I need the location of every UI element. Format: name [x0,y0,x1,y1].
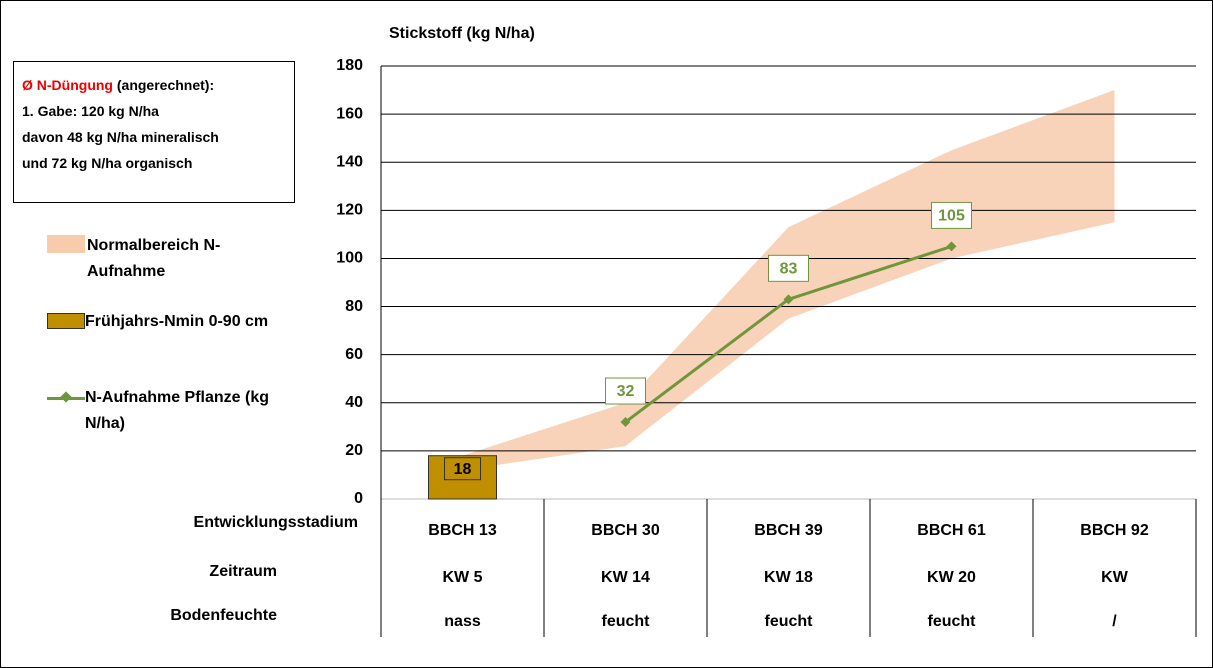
row-cell: feucht [602,613,651,630]
row-cell: feucht [765,613,814,630]
x-tick-label: BBCH 13 [428,522,497,539]
y-tick-label: 0 [354,490,363,507]
row-cell: KW 5 [443,569,483,586]
row-label: Entwicklungsstadium [194,514,358,531]
x-tick-label: BBCH 92 [1080,522,1149,539]
y-tick-label: 40 [345,394,363,411]
value-label: 105 [938,208,965,225]
value-label: 32 [617,383,635,400]
row-cell: / [1112,613,1117,630]
row-label: Bodenfeuchte [170,607,277,624]
row-cell: KW 20 [927,569,976,586]
y-tick-label: 120 [336,202,363,219]
y-tick-label: 160 [336,105,363,122]
chart-title: Stickstoff (kg N/ha) [389,25,535,42]
value-label: 83 [780,261,798,278]
row-cell: KW [1101,569,1129,586]
row-label: Zeitraum [209,563,277,580]
bar-label: 18 [454,461,472,478]
y-tick-label: 180 [336,57,363,74]
row-cell: nass [444,613,481,630]
x-tick-label: BBCH 30 [591,522,660,539]
chart: Ø N-Düngung (angerechnet): 1. Gabe: 120 … [0,0,1213,668]
y-tick-label: 80 [345,298,363,315]
y-tick-label: 100 [336,250,363,267]
x-tick-label: BBCH 61 [917,522,986,539]
y-tick-label: 20 [345,442,363,459]
row-cell: KW 18 [764,569,813,586]
x-tick-label: BBCH 39 [754,522,823,539]
row-cell: KW 14 [601,569,650,586]
y-tick-label: 60 [345,346,363,363]
plot: Stickstoff (kg N/ha) 0 20 40 60 80 100 120 140 1… [1,1,1212,667]
row-cell: feucht [928,613,977,630]
y-tick-label: 140 [336,153,363,170]
